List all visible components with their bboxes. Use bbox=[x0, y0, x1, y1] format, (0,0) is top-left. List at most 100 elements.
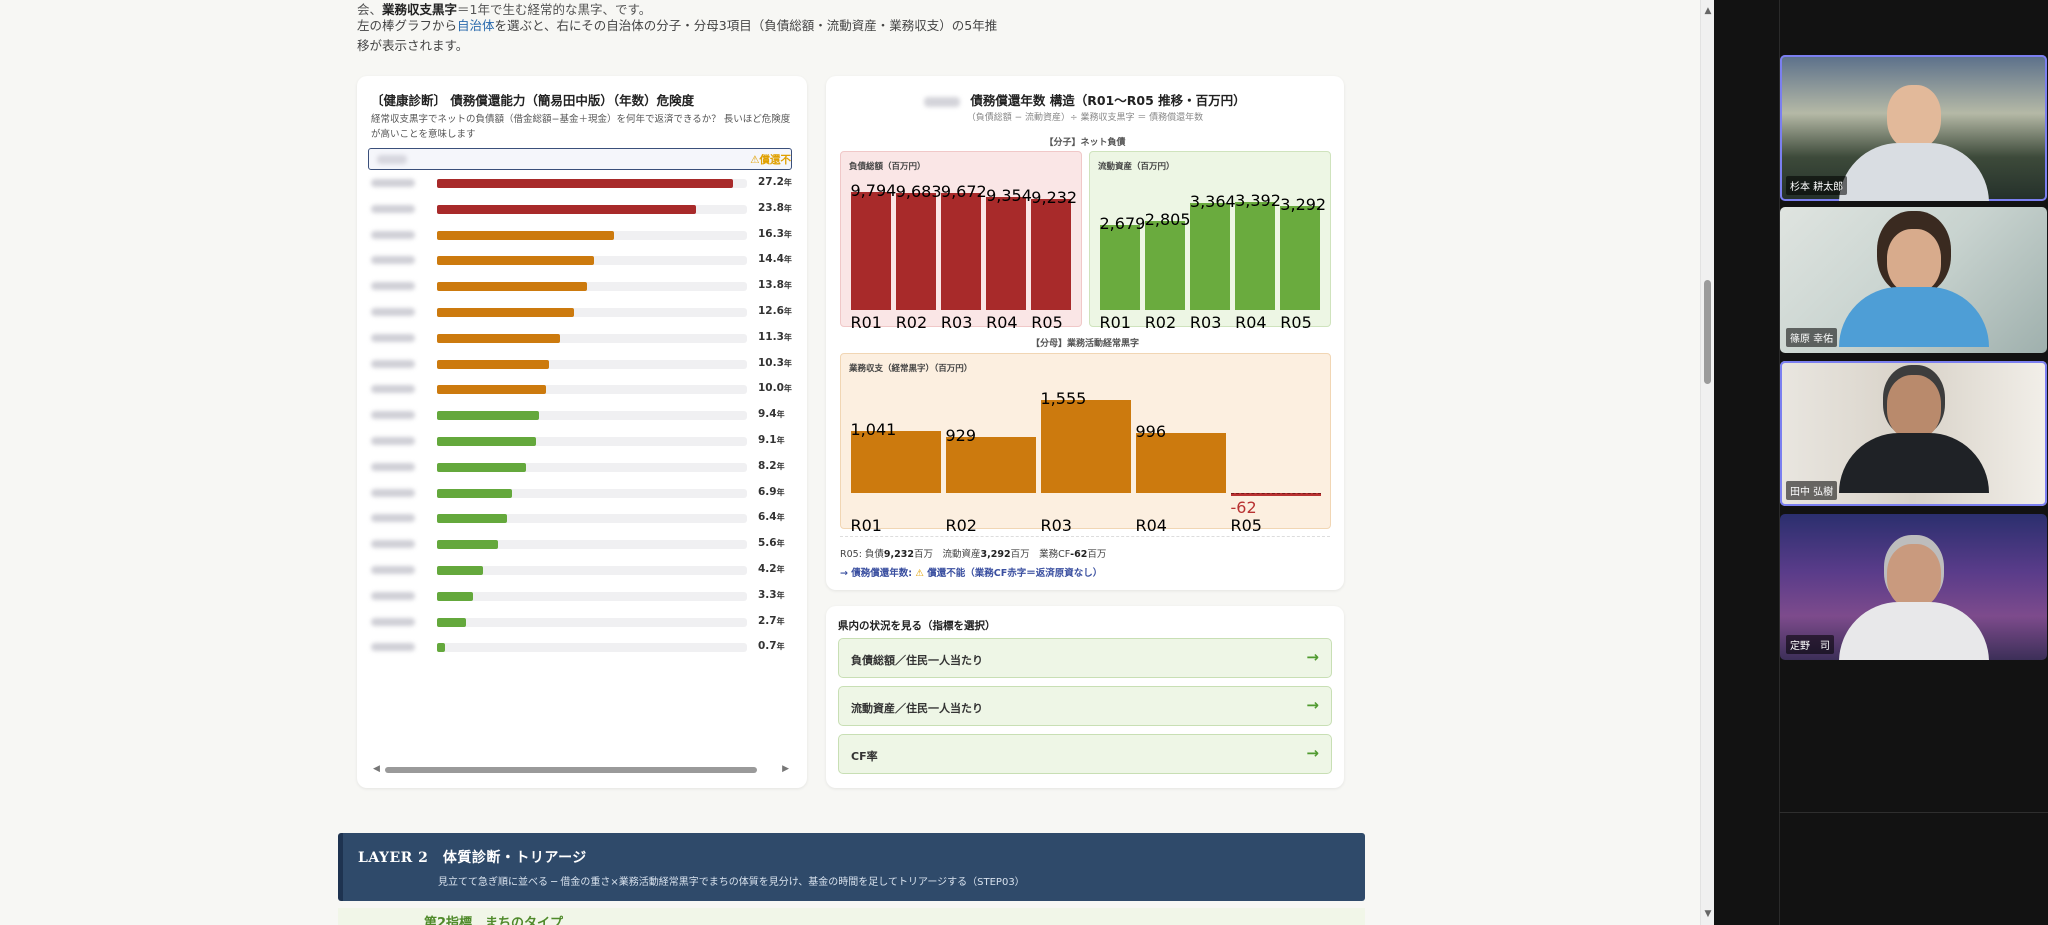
participant-video bbox=[1834, 229, 1994, 353]
bar-track bbox=[437, 540, 747, 550]
cf-year-label: R05 bbox=[1230, 516, 1262, 535]
cf-value-label: 929 bbox=[945, 426, 977, 446]
ranking-description: 経常収支黒字でネットの負債額（借金総額−基金＋現金）を何年で返済できるか？ 長い… bbox=[371, 114, 791, 140]
ranking-bar-row[interactable]: 8.2年 bbox=[371, 459, 791, 475]
municipality-link[interactable]: 自治体 bbox=[457, 18, 495, 33]
bar-value-label: 4.2年 bbox=[758, 563, 785, 575]
bar-fill bbox=[437, 540, 498, 550]
r05-summary: R05: 負債9,232百万 流動資産3,292百万 業務CF-62百万 bbox=[840, 549, 1107, 560]
indicator-button-cf-ratio[interactable]: CF率 → bbox=[838, 734, 1332, 774]
ranking-title: 〔健康診断〕 債務償還能力（簡易田中版）（年数）危険度 bbox=[371, 93, 695, 108]
redacted-municipality-name bbox=[371, 359, 415, 368]
ranking-bar-row[interactable]: 3.3年 bbox=[371, 588, 791, 604]
cf-year-label: R04 bbox=[1135, 516, 1167, 535]
redacted-name bbox=[377, 155, 407, 164]
bar-value-label: 8.2年 bbox=[758, 459, 785, 472]
sidebar-separator bbox=[1779, 812, 2048, 813]
assets-year-label: R01 bbox=[1099, 313, 1131, 332]
ranking-bar-row[interactable]: 16.3年 bbox=[371, 227, 792, 243]
participant-tile-1[interactable]: 杉本 耕太郎 bbox=[1780, 55, 2047, 201]
redacted-municipality-name bbox=[371, 514, 415, 523]
scroll-left-icon[interactable]: ◀ bbox=[373, 764, 380, 774]
participant-tile-2[interactable]: 篠原 幸佑 bbox=[1780, 207, 2047, 353]
assets-year-label: R03 bbox=[1189, 313, 1222, 332]
assets-year-label: R02 bbox=[1144, 313, 1177, 332]
cf-year-label: R03 bbox=[1040, 516, 1072, 535]
debt-value-label: 9,683 bbox=[895, 182, 942, 202]
cf-bar bbox=[1040, 400, 1131, 493]
bar-track bbox=[437, 230, 747, 240]
ranking-bar-row[interactable]: 27.2年 bbox=[371, 175, 792, 191]
ranking-bar-row[interactable]: 12.6年 bbox=[371, 304, 792, 320]
bar-track bbox=[437, 204, 747, 214]
bar-value-label: 13.8年 bbox=[758, 279, 792, 292]
participant-name: 篠原 幸佑 bbox=[1786, 328, 1838, 347]
scroll-right-icon[interactable]: ▶ bbox=[782, 764, 789, 774]
debt-value-label: 9,794 bbox=[850, 181, 897, 200]
redacted-municipality-name bbox=[371, 385, 415, 394]
ranking-bar-row[interactable]: 2.7年 bbox=[371, 614, 791, 630]
debt-bar bbox=[1031, 198, 1072, 310]
debt-value-label: 9,354 bbox=[986, 186, 1032, 206]
participant-tile-3[interactable]: 田中 弘樹 bbox=[1780, 361, 2047, 506]
bar-fill bbox=[437, 308, 575, 317]
bar-value-label: 6.4年 bbox=[758, 511, 785, 524]
ranking-bar-row[interactable]: 6.4年 bbox=[371, 510, 791, 526]
ranking-bar-row[interactable]: 14.4年 bbox=[371, 252, 792, 268]
layer2-banner: LAYER 2 体質診断・トリアージ 見立てて急ぎ順に並べる ─ 借金の重さ×業… bbox=[338, 833, 1365, 901]
assets-year-label: R04 bbox=[1235, 313, 1267, 332]
bar-fill bbox=[437, 179, 733, 188]
ranking-bar-row[interactable]: 10.3年 bbox=[371, 356, 792, 372]
scroll-up-icon[interactable]: ▲ bbox=[1704, 6, 1712, 16]
assets-year-label: R05 bbox=[1280, 313, 1312, 332]
selected-municipality-row[interactable]: ⚠償還不 bbox=[368, 148, 792, 170]
bar-track bbox=[437, 488, 747, 498]
assets-bar bbox=[1099, 225, 1140, 310]
intro-cut-line: 会、業務収支黒字＝1年で生む経常的な黒字、です。 bbox=[357, 2, 652, 17]
redacted-municipality-name bbox=[371, 411, 415, 420]
indicator-button-assets-per-capita[interactable]: 流動資産／住民一人当たり → bbox=[838, 686, 1332, 726]
ranking-bar-row[interactable]: 9.4年 bbox=[371, 407, 791, 423]
vertical-scroll-thumb[interactable] bbox=[1704, 280, 1711, 384]
participant-tile-4[interactable]: 定野 司 bbox=[1780, 514, 2047, 660]
ranking-bar-row[interactable]: 5.6年 bbox=[371, 536, 791, 552]
bar-track bbox=[437, 333, 747, 343]
horizontal-scroll-thumb[interactable] bbox=[385, 767, 757, 773]
bar-fill bbox=[437, 204, 696, 214]
bar-track bbox=[437, 437, 747, 446]
scroll-down-icon[interactable]: ▼ bbox=[1704, 909, 1712, 919]
cf-value-label: 1,555 bbox=[1040, 389, 1087, 408]
ranking-bar-row[interactable]: 11.3年 bbox=[371, 330, 792, 346]
horizontal-scrollbar[interactable]: ◀ ▶ bbox=[371, 764, 791, 776]
cf-chart-panel: 業務収支（経常黒字）（百万円） 1,041 R01 929 R02 1,555 R03 99… bbox=[840, 353, 1331, 535]
ranking-bar-row[interactable]: 4.2年 bbox=[371, 562, 791, 578]
assets-bar bbox=[1144, 221, 1185, 310]
assets-chart-panel: 流動資産（百万円） 2,679 R01 2,805 R02 3,364 R03 3,392 R… bbox=[1089, 151, 1331, 332]
ranking-bar-row[interactable]: 23.8年 bbox=[371, 201, 792, 217]
cf-bar bbox=[945, 437, 1036, 493]
ranking-bar-row[interactable]: 10.0年 bbox=[371, 381, 792, 397]
vertical-scrollbar[interactable]: ▲ ▼ bbox=[1700, 0, 1714, 925]
bar-track bbox=[437, 591, 747, 601]
ranking-bar-row[interactable]: 9.1年 bbox=[371, 433, 791, 449]
bar-fill bbox=[437, 230, 615, 240]
redacted-municipality-name bbox=[371, 308, 415, 316]
bar-fill bbox=[437, 591, 473, 601]
bar-fill bbox=[437, 488, 513, 498]
arrow-right-icon: → bbox=[1306, 696, 1319, 714]
bar-fill bbox=[437, 514, 507, 524]
bar-track bbox=[437, 566, 747, 575]
indicator-button-debt-per-capita[interactable]: 負債総額／住民一人当たり → bbox=[838, 638, 1332, 678]
assets-value-label: 2,679 bbox=[1099, 214, 1146, 234]
redemption-result: → 債務償還年数: ⚠ 償還不能（業務CF赤字＝返済原資なし） bbox=[840, 568, 1103, 579]
cf-chart-label: 業務収支（経常黒字）（百万円） bbox=[849, 364, 973, 374]
ranking-bar-row[interactable]: 13.8年 bbox=[371, 278, 792, 294]
warning-icon: ⚠ bbox=[915, 568, 924, 579]
ranking-bar-row[interactable]: 0.7年 bbox=[371, 639, 791, 655]
participant-name: 定野 司 bbox=[1786, 635, 1834, 654]
ranking-bar-row[interactable]: 6.9年 bbox=[371, 485, 791, 501]
assets-value-label: 3,392 bbox=[1235, 191, 1281, 211]
bar-track bbox=[437, 359, 747, 369]
debt-chart-label: 負債総額（百万円） bbox=[849, 162, 926, 172]
bar-value-label: 2.7年 bbox=[758, 614, 785, 627]
